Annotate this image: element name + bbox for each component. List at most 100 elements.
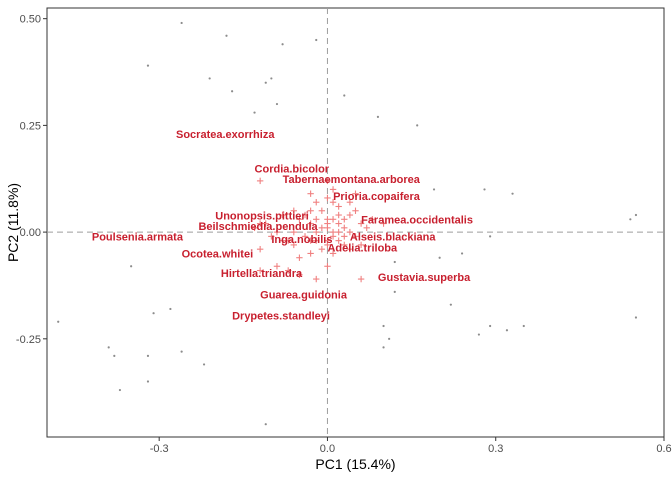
- site-point-40: [477, 333, 480, 336]
- species-point-8: [268, 233, 275, 240]
- species-point-67: [307, 237, 314, 244]
- species-point-50: [335, 228, 342, 236]
- y-tick-label-3: 0.25: [20, 120, 41, 132]
- site-point-16: [483, 188, 486, 191]
- site-point-15: [432, 188, 436, 191]
- species-label-15: Guarea.guidonia: [260, 289, 348, 301]
- site-point-36: [449, 303, 452, 306]
- species-point-60: [296, 271, 303, 278]
- species-labels: Socratea.exorrhiza Cordia.bicolorTabernae…: [92, 129, 473, 322]
- species-label-9: Alseis.blackiana: [350, 232, 436, 244]
- site-point-22: [438, 256, 441, 259]
- site-point-29: [146, 354, 150, 357]
- species-label-5: Unonopsis.pittieri: [215, 210, 308, 222]
- species-point-12: [279, 237, 286, 244]
- species-point-34: [352, 233, 359, 240]
- species-point-38: [346, 228, 354, 236]
- species-point-36: [363, 224, 370, 232]
- species-point-65: [313, 216, 320, 223]
- species-point-62: [324, 263, 331, 270]
- species-point-55: [369, 216, 376, 223]
- species-point-7: [290, 228, 297, 236]
- site-point-8: [270, 77, 273, 80]
- site-point-42: [505, 329, 509, 332]
- species-point-28: [335, 237, 342, 244]
- species-label-2: Cordia.bicolor: [255, 163, 330, 175]
- species-point-70: [352, 190, 359, 197]
- species-label-6: Faramea.occidentalis: [361, 215, 473, 227]
- species-point-43: [307, 250, 314, 257]
- site-point-31: [146, 380, 150, 383]
- species-point-21: [329, 186, 337, 193]
- species-point-46: [279, 211, 286, 219]
- species-point-51: [341, 241, 348, 249]
- site-point-6: [208, 77, 211, 80]
- site-point-1: [180, 21, 183, 25]
- site-point-45: [264, 423, 267, 426]
- species-label-11: Adelia.triloba: [327, 242, 398, 254]
- site-point-34: [202, 363, 206, 366]
- x-axis-title: PC1 (15.4%): [315, 456, 395, 472]
- species-label-3: Tabernaemontana.arborea: [283, 174, 421, 186]
- species-point-3: [256, 220, 264, 227]
- species-point-9: [273, 263, 281, 270]
- site-point-17: [511, 192, 514, 195]
- site-points: [57, 21, 638, 426]
- species-point-6: [256, 245, 264, 253]
- species-point-32: [341, 216, 348, 223]
- y-tick-label-2: 0.00: [20, 227, 41, 239]
- species-point-15: [313, 237, 320, 244]
- species-point-11: [256, 267, 264, 274]
- species-point-57: [346, 199, 354, 206]
- site-point-23: [393, 260, 396, 264]
- species-point-42: [301, 233, 309, 240]
- site-point-33: [57, 320, 60, 323]
- site-point-14: [416, 124, 419, 127]
- species-point-63: [324, 220, 331, 227]
- species-point-35: [357, 220, 365, 227]
- site-point-37: [382, 324, 385, 328]
- species-point-20: [324, 194, 331, 202]
- plot-panel-border: [46, 7, 665, 438]
- site-point-9: [231, 90, 234, 93]
- site-point-43: [522, 324, 525, 328]
- x-tick-label-4: 0.6: [656, 443, 671, 455]
- site-point-12: [343, 94, 346, 97]
- site-point-10: [275, 102, 279, 106]
- species-point-16: [301, 211, 309, 219]
- site-point-18: [634, 213, 638, 217]
- site-point-26: [113, 354, 116, 357]
- site-point-5: [146, 64, 150, 67]
- species-label-8: Poulsenia.armata: [92, 232, 184, 244]
- site-point-4: [315, 38, 318, 42]
- species-points: [251, 177, 387, 283]
- species-point-17: [296, 216, 303, 223]
- y-tick-label-1: -0.25: [16, 334, 41, 346]
- species-point-18: [307, 207, 314, 214]
- species-point-13: [296, 254, 303, 261]
- species-point-68: [290, 241, 297, 249]
- species-label-10: Inga.nobilis: [271, 234, 332, 246]
- site-point-21: [460, 252, 464, 255]
- species-point-66: [357, 275, 365, 283]
- species-label-4: Prioria.copaifera: [333, 191, 421, 203]
- species-point-44: [290, 207, 297, 214]
- species-point-10: [284, 267, 292, 274]
- site-point-25: [107, 346, 110, 349]
- species-label-1: Socratea.exorrhiza: [176, 129, 275, 141]
- species-point-54: [357, 241, 365, 249]
- species-point-41: [313, 228, 320, 236]
- site-point-32: [118, 388, 122, 392]
- site-point-13: [376, 115, 380, 118]
- species-point-22: [324, 177, 331, 185]
- species-point-56: [380, 220, 387, 227]
- species-label-7: Beilschmiedia.pendula: [198, 221, 318, 233]
- site-point-28: [169, 307, 172, 311]
- site-point-41: [489, 324, 492, 328]
- species-point-45: [273, 228, 281, 236]
- species-label-14: Gustavia.superba: [378, 272, 471, 284]
- species-point-14: [307, 220, 314, 227]
- site-point-39: [382, 346, 385, 349]
